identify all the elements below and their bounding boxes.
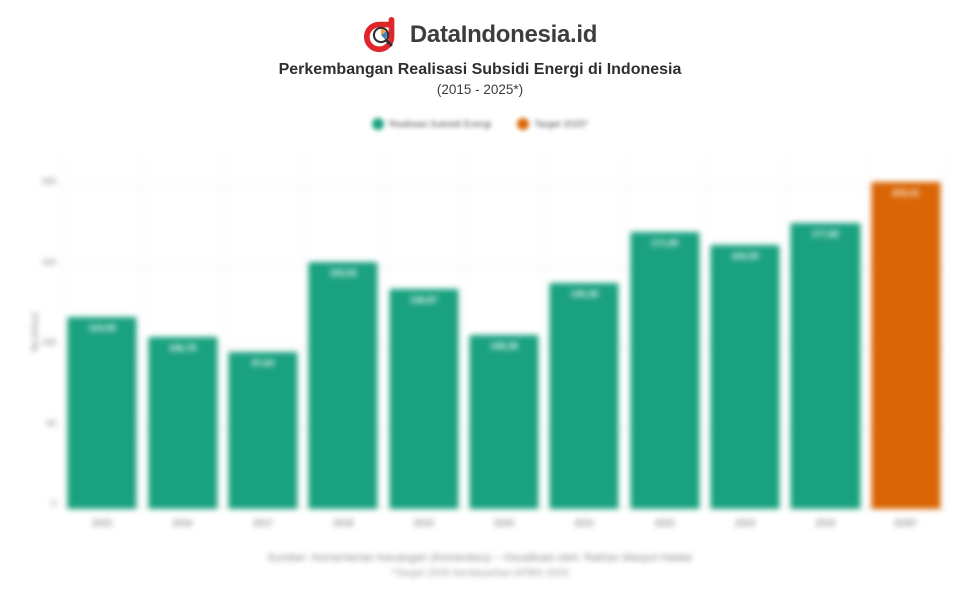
x-axis-label: 2023 bbox=[735, 518, 756, 528]
brand: DataIndonesia.id bbox=[0, 14, 960, 56]
bar-column-2024: 177,82 2024 bbox=[785, 155, 865, 528]
x-axis-label: 2024 bbox=[815, 518, 836, 528]
bar-column-2018: 153,52 2018 bbox=[303, 155, 383, 528]
vertical-gridline bbox=[142, 155, 144, 509]
page-title: Perkembangan Realisasi Subsidi Energi di… bbox=[278, 61, 682, 78]
bar-2022: 171,90 bbox=[630, 232, 700, 509]
gridline bbox=[62, 266, 946, 268]
vertical-gridline bbox=[62, 155, 63, 509]
bar-2018: 153,52 bbox=[308, 261, 378, 509]
bar-2020: 108,38 bbox=[469, 334, 539, 509]
bar-value-label: 97,64 bbox=[251, 357, 275, 368]
bar-column-2019: 136,87 2019 bbox=[383, 155, 463, 528]
y-axis-tick-label: 0 bbox=[51, 498, 56, 508]
x-axis-label: 2018 bbox=[333, 518, 354, 528]
bar-2017: 97,64 bbox=[228, 351, 298, 509]
bar-2015: 119,09 bbox=[67, 317, 137, 509]
y-axis-tick-label: 150 bbox=[41, 256, 56, 267]
legend-label: Target 2025* bbox=[534, 118, 589, 130]
x-axis-label: 2017 bbox=[252, 518, 273, 528]
bar-value-label: 106,78 bbox=[168, 343, 197, 354]
legend-dot-icon bbox=[517, 118, 530, 130]
page-subtitle: (2015 - 2025*) bbox=[436, 82, 524, 97]
dataindonesia-logo-icon bbox=[363, 16, 401, 54]
vertical-gridline bbox=[544, 155, 546, 509]
x-axis-label: 2016 bbox=[172, 518, 193, 528]
bar-column-2020: 108,38 2020 bbox=[464, 155, 544, 528]
x-axis-label: 2020 bbox=[493, 518, 514, 528]
vertical-gridline bbox=[463, 155, 465, 509]
vertical-gridline bbox=[865, 155, 867, 509]
bar-column-2021: 140,39 2021 bbox=[544, 155, 624, 528]
vertical-gridline bbox=[222, 155, 224, 509]
bar-value-label: 177,82 bbox=[811, 228, 840, 239]
vertical-gridline bbox=[624, 155, 626, 509]
bar-2024: 177,82 bbox=[790, 222, 860, 509]
x-axis-label: 2025* bbox=[894, 518, 918, 528]
bar-value-label: 136,87 bbox=[409, 294, 438, 305]
bar-value-label: 140,39 bbox=[570, 289, 599, 300]
bar-value-label: 171,90 bbox=[650, 238, 679, 249]
bar-2025*: 203,41 bbox=[871, 181, 941, 509]
chart-area: Rp (triliun) 0 50 100 150 200 119,09 2015 106,7… bbox=[30, 155, 947, 528]
y-axis-tick-label: 100 bbox=[41, 337, 56, 348]
vertical-gridline bbox=[383, 155, 385, 509]
footnote-text: *Target 2025 berdasarkan APBN 2025 bbox=[390, 567, 570, 579]
bar-value-label: 119,09 bbox=[88, 323, 116, 334]
plot-area: 0 50 100 150 200 119,09 2015 106,78 2016 97,64 201… bbox=[42, 155, 947, 528]
bar-column-2022: 171,90 2022 bbox=[625, 155, 705, 528]
bar-column-2015: 119,09 2015 bbox=[62, 155, 142, 528]
bar-column-2023: 164,30 2023 bbox=[705, 155, 785, 528]
y-axis-tick-label: 50 bbox=[46, 417, 56, 428]
gridline bbox=[62, 186, 946, 188]
vertical-gridline bbox=[946, 155, 947, 509]
legend-item-1: Target 2025* bbox=[517, 118, 588, 130]
legend-item-0: Realisasi Subsidi Energi bbox=[371, 118, 492, 130]
x-axis-label: 2022 bbox=[654, 518, 675, 528]
bar-value-label: 203,41 bbox=[892, 187, 920, 198]
bar-value-label: 153,52 bbox=[329, 267, 358, 278]
bar-2019: 136,87 bbox=[389, 288, 459, 509]
source-text: Sumber: Kementerian Keuangan (Kemenkeu) … bbox=[267, 552, 693, 564]
bar-columns: 119,09 2015 106,78 2016 97,64 2017 153,52 2018 1… bbox=[62, 155, 946, 528]
bar-2023: 164,30 bbox=[710, 244, 780, 509]
y-axis-tick-label: 200 bbox=[41, 176, 56, 187]
bar-value-label: 164,30 bbox=[731, 250, 759, 261]
vertical-gridline bbox=[704, 155, 706, 509]
x-axis-label: 2015 bbox=[92, 518, 113, 528]
header: DataIndonesia.id Perkembangan Realisasi … bbox=[0, 0, 960, 97]
vertical-gridline bbox=[785, 155, 787, 509]
bar-column-2017: 97,64 2017 bbox=[223, 155, 303, 528]
brand-name: DataIndonesia.id bbox=[409, 21, 598, 48]
footer: Sumber: Kementerian Keuangan (Kemenkeu) … bbox=[0, 552, 960, 579]
bar-column-2016: 106,78 2016 bbox=[142, 155, 222, 528]
x-axis-label: 2019 bbox=[413, 518, 434, 528]
legend-label: Realisasi Subsidi Energi bbox=[388, 118, 492, 130]
legend-dot-icon bbox=[371, 118, 384, 130]
vertical-gridline bbox=[303, 155, 305, 509]
bar-column-2025*: 203,41 2025* bbox=[866, 155, 946, 528]
x-axis-label: 2021 bbox=[574, 518, 595, 528]
legend: Realisasi Subsidi Energi Target 2025* bbox=[0, 118, 960, 130]
bar-2021: 140,39 bbox=[549, 283, 619, 509]
bar-value-label: 108,38 bbox=[490, 340, 518, 351]
bar-2016: 106,78 bbox=[147, 337, 218, 509]
